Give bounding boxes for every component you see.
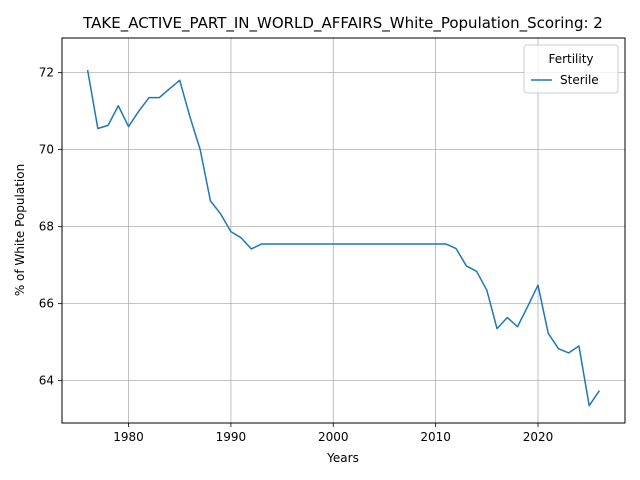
series-layer: [86, 69, 601, 407]
legend-box: [523, 44, 619, 94]
x-axis-ticks: 1980 1990 2000 2010 2020: [113, 423, 553, 444]
x-tick-label: 2020: [523, 430, 554, 444]
legend-title: Fertility: [548, 52, 593, 66]
x-axis-label: Years: [326, 451, 359, 465]
y-tick-label: 64: [39, 374, 54, 388]
series-line-sterile: [86, 69, 601, 407]
x-tick-label: 2000: [318, 430, 349, 444]
y-axis-ticks: 64 66 68 70 72: [39, 66, 62, 388]
y-tick-label: 68: [39, 220, 54, 234]
y-tick-label: 66: [39, 297, 54, 311]
x-tick-label: 1980: [113, 430, 144, 444]
y-tick-label: 72: [39, 66, 54, 80]
x-tick-label: 1990: [216, 430, 247, 444]
legend: Fertility Sterile: [523, 44, 619, 94]
x-tick-label: 2010: [420, 430, 451, 444]
y-tick-label: 70: [39, 143, 54, 157]
chart-title: TAKE_ACTIVE_PART_IN_WORLD_AFFAIRS_White_…: [82, 14, 603, 33]
axes-frame: [61, 37, 626, 424]
legend-entry-label: Sterile: [560, 73, 599, 87]
y-axis-label: % of White Population: [13, 164, 27, 296]
